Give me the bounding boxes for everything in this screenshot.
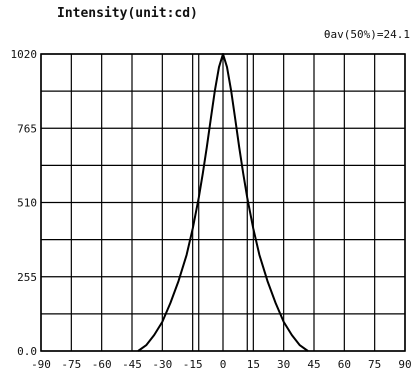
- x-tick-label: -60: [92, 358, 112, 371]
- y-tick-label: 0.0: [17, 345, 37, 358]
- x-tick-label: -45: [122, 358, 142, 371]
- x-tick-label: -15: [183, 358, 203, 371]
- y-tick-label: 255: [17, 271, 37, 284]
- x-tick-label: 75: [368, 358, 381, 371]
- x-tick-label: 90: [398, 358, 411, 371]
- x-tick-label: 45: [307, 358, 320, 371]
- x-tick-label: -90: [31, 358, 51, 371]
- x-tick-label: -30: [152, 358, 172, 371]
- x-tick-label: 30: [277, 358, 290, 371]
- x-tick-label: 0: [220, 358, 227, 371]
- x-tick-label: 15: [247, 358, 260, 371]
- chart-title: Intensity(unit:cd): [57, 6, 198, 21]
- x-tick-label: 60: [338, 358, 351, 371]
- x-tick-label: -75: [61, 358, 81, 371]
- beam-angle-annotation: θav(50%)=24.1: [323, 28, 410, 41]
- y-tick-label: 765: [17, 122, 37, 135]
- y-tick-label: 1020: [11, 48, 38, 61]
- y-tick-label: 510: [17, 197, 37, 210]
- intensity-curve: [137, 53, 309, 352]
